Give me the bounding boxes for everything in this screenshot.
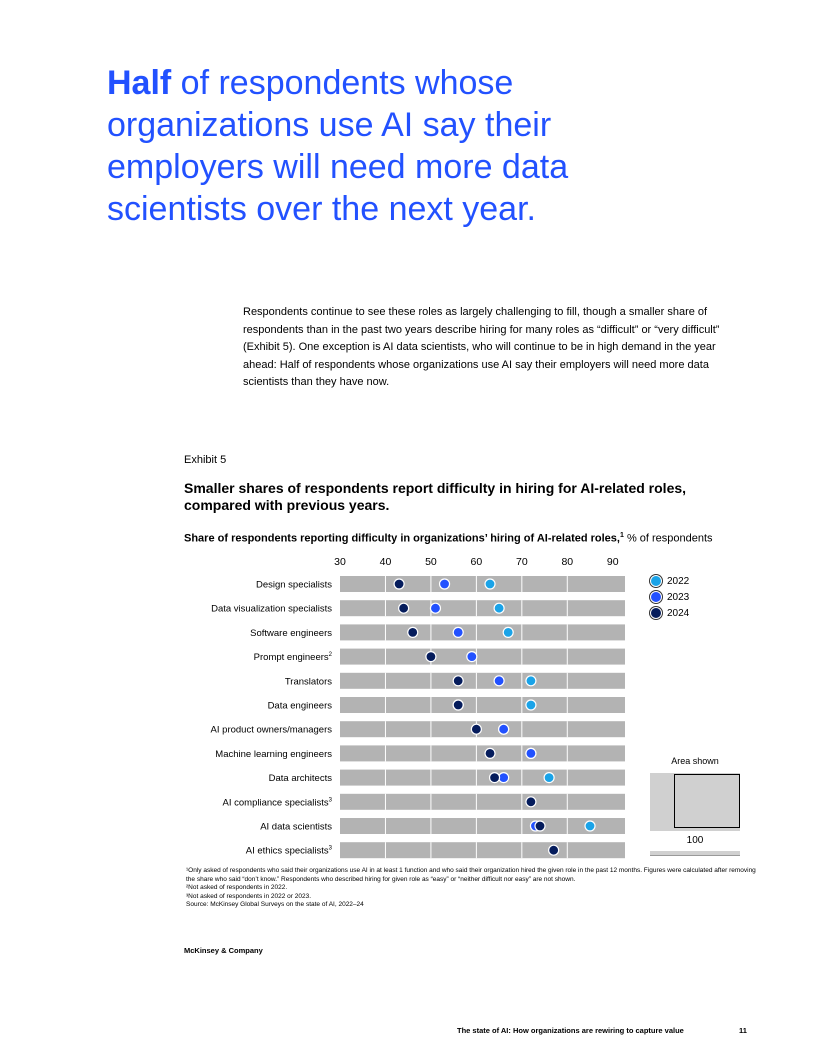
headline: Half of respondents whose organizations …	[107, 62, 707, 230]
category-label: Software engineers	[250, 628, 332, 639]
footnote-2: ²Not asked of respondents in 2022.	[186, 884, 288, 892]
footer-title: The state of AI: How organizations are r…	[457, 1026, 684, 1035]
category-footnote: 3	[329, 797, 333, 803]
legend-dot-2022	[650, 575, 662, 587]
chart-title: Smaller shares of respondents report dif…	[184, 480, 687, 513]
category-label: Translators	[285, 676, 332, 687]
body-text: Respondents continue to see these roles …	[243, 306, 720, 388]
legend-item-2023: 2023	[650, 589, 689, 605]
category-bar	[340, 672, 625, 689]
chart-subtitle-unit: % of respondents	[623, 532, 713, 545]
category-label: Data engineers	[268, 701, 333, 712]
category-bar	[340, 648, 625, 665]
x-tick-label: 40	[380, 556, 392, 568]
data-point-2024	[484, 747, 496, 760]
legend-item-2024: 2024	[650, 605, 689, 621]
category-label: Prompt engineers2	[254, 652, 333, 663]
category-bar	[340, 793, 625, 810]
data-point-2024	[548, 844, 560, 856]
footnote-3: ³Not asked of respondents in 2022 or 202…	[186, 892, 312, 900]
headline-rest: of respondents whose organizations use A…	[107, 64, 569, 228]
data-point-2024	[425, 650, 437, 663]
category-bar	[340, 842, 625, 859]
category-footnote: 2	[329, 652, 333, 658]
data-point-2023	[525, 747, 537, 760]
category-bar	[340, 697, 625, 713]
data-point-2024	[470, 723, 482, 735]
footnote-1: ¹Only asked of respondents who said thei…	[186, 867, 756, 883]
category-label: AI product owners/managers	[211, 725, 333, 736]
data-point-2024	[393, 578, 405, 590]
category-label: Data visualization specialists	[211, 604, 332, 615]
data-point-2024	[398, 602, 410, 614]
chart-subtitle-bold: Share of respondents reporting difficult…	[184, 532, 620, 545]
chart-subtitle: Share of respondents reporting difficult…	[184, 529, 784, 546]
footnotes: ¹Only asked of respondents who said thei…	[186, 867, 766, 910]
area-shown-value: 100	[650, 831, 740, 851]
x-tick-label: 50	[425, 556, 437, 568]
category-footnote: 3	[329, 846, 333, 852]
legend-label-2023: 2023	[667, 591, 690, 603]
data-point-2024	[488, 771, 501, 784]
category-bar	[340, 745, 625, 762]
headline-bold: Half	[107, 64, 172, 102]
data-point-2023	[429, 602, 442, 614]
x-tick-label: 60	[471, 556, 483, 568]
data-point-2024	[525, 796, 537, 808]
data-point-2022	[525, 699, 537, 711]
category-bar	[340, 769, 625, 786]
page-number: 11	[739, 1026, 747, 1035]
data-point-2022	[543, 771, 555, 784]
legend-dot-2023	[650, 591, 662, 603]
data-point-2024	[534, 820, 546, 832]
x-tick-label: 70	[516, 556, 528, 568]
chart-legend: 2022 2023 2024	[650, 573, 689, 621]
category-label: Design specialists	[256, 580, 332, 591]
data-point-2022	[502, 626, 514, 639]
x-tick-label: 80	[561, 556, 573, 568]
brand-name: McKinsey & Company	[184, 946, 263, 955]
data-point-2022	[493, 602, 505, 614]
x-tick-label: 90	[607, 556, 619, 568]
area-shown-label: Area shown	[671, 756, 719, 766]
legend-label-2022: 2022	[667, 575, 690, 587]
data-point-2022	[525, 675, 537, 687]
exhibit-label: Exhibit 5	[184, 454, 227, 466]
category-label: AI compliance specialists3	[223, 797, 333, 808]
data-point-2023	[466, 650, 478, 663]
legend-label-2024: 2024	[667, 607, 690, 619]
legend-dot-2024	[650, 607, 662, 619]
area-shown-box: 100	[650, 773, 740, 856]
category-bar	[340, 600, 625, 617]
chart-subtitle-footnote: 1	[619, 532, 624, 539]
category-label: Data architects	[269, 773, 333, 784]
area-shown-frame	[674, 774, 740, 828]
category-bar	[340, 576, 625, 592]
data-point-2023	[452, 626, 464, 639]
data-point-2024	[407, 626, 419, 639]
data-point-2023	[498, 723, 510, 735]
data-point-2024	[452, 699, 464, 711]
category-bar	[340, 818, 625, 834]
category-label: Machine learning engineers	[215, 749, 332, 760]
data-point-2023	[438, 578, 451, 590]
data-point-2023	[493, 675, 505, 687]
category-label: AI ethics specialists3	[246, 846, 333, 857]
data-point-2022	[584, 820, 596, 832]
data-point-2024	[452, 675, 464, 687]
x-tick-label: 30	[334, 556, 346, 568]
category-bar	[340, 721, 625, 738]
category-bar	[340, 624, 625, 641]
data-point-2022	[484, 578, 496, 590]
legend-item-2022: 2022	[650, 573, 689, 589]
category-label: AI data scientists	[260, 822, 332, 833]
footnote-source: Source: McKinsey Global Surveys on the s…	[186, 901, 364, 909]
